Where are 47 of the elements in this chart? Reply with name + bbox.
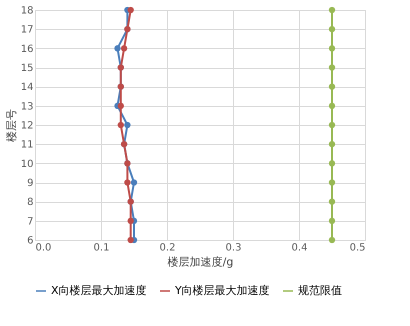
y-tick-label: 12: [20, 120, 34, 132]
y-tick-label: 11: [20, 140, 34, 151]
point: [328, 160, 336, 166]
x-tick-label: 0.2: [160, 242, 176, 254]
y-tick-label: 15: [20, 63, 34, 74]
x-tick-label: 0.5: [350, 242, 366, 254]
point: [328, 122, 336, 128]
legend-label: 规范限值: [298, 284, 342, 297]
point: [328, 236, 336, 244]
point: [124, 179, 131, 186]
y-tick-label: 10: [20, 158, 34, 170]
y-tick-label: 14: [20, 82, 34, 94]
y-tick-label: 17: [20, 24, 34, 36]
y-tick-label: 9: [27, 178, 34, 189]
y-tick-label: 6: [27, 236, 34, 246]
point: [328, 179, 336, 186]
x-tick-label: 0.1: [94, 242, 110, 254]
point: [328, 6, 336, 14]
point: [114, 45, 121, 52]
legend-label: X向楼层最大加速度: [51, 284, 147, 297]
x-axis-title: 楼层加速度/g: [168, 256, 234, 268]
point: [118, 102, 124, 109]
point: [328, 26, 336, 32]
point: [128, 236, 134, 244]
legend-label: Y向楼层最大加速度: [174, 284, 270, 297]
point: [328, 198, 336, 205]
point: [130, 179, 138, 186]
point: [120, 45, 128, 52]
x-tick-label: 0.0: [36, 242, 52, 254]
y-tick-label: 7: [27, 216, 34, 228]
point: [118, 122, 124, 128]
point: [328, 64, 336, 71]
point: [328, 84, 336, 90]
point: [328, 218, 336, 224]
point: [124, 122, 131, 128]
x-tick-label: 0.3: [226, 242, 242, 254]
x-tick-label: 0.4: [292, 242, 308, 254]
y-tick-label: 13: [20, 101, 34, 112]
point: [328, 141, 336, 148]
point: [128, 218, 134, 224]
y-axis-title: 楼层号: [4, 109, 18, 142]
y-tick-label: 8: [27, 197, 34, 208]
point: [328, 102, 336, 109]
y-tick-label: 16: [20, 44, 34, 55]
point: [328, 45, 336, 52]
point: [128, 6, 134, 14]
y-tick-label: 18: [20, 6, 34, 16]
